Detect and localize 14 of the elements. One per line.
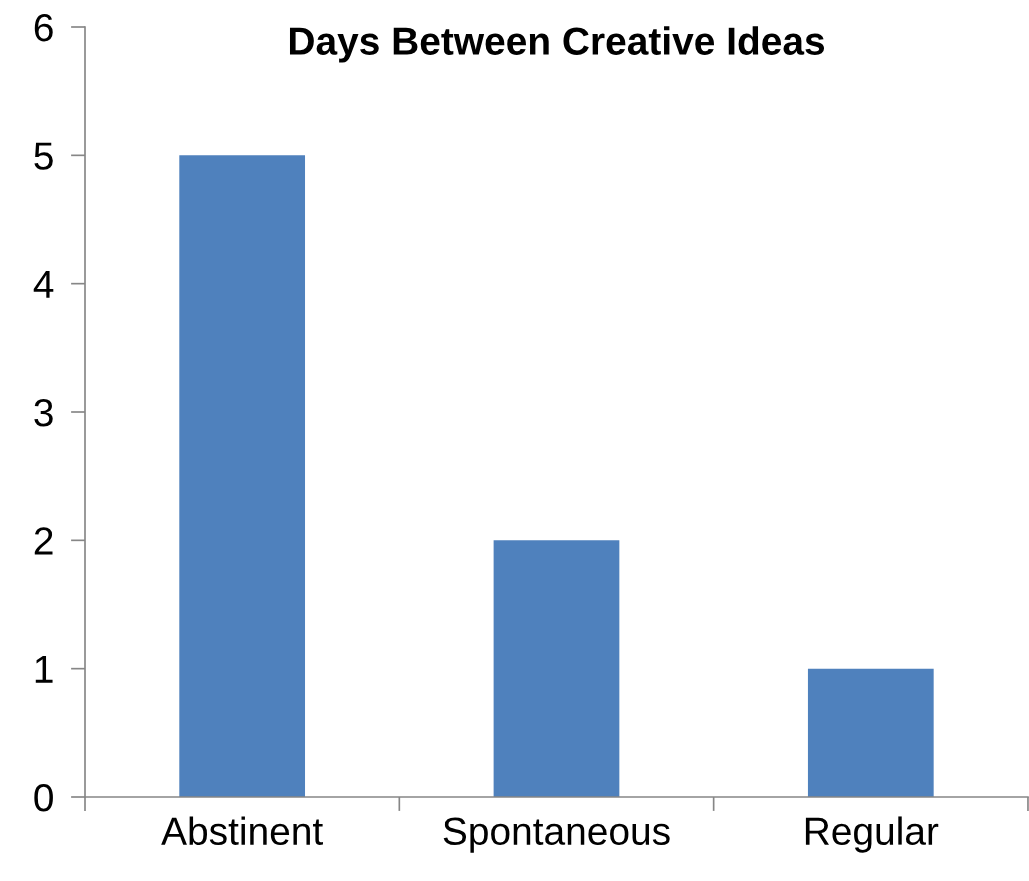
y-tick-label: 1 (35, 656, 53, 683)
x-tick-label: Abstinent (161, 816, 323, 846)
y-tick-label: 3 (34, 398, 53, 427)
bar (493, 540, 620, 797)
x-tick-label: Spontaneous (443, 817, 670, 853)
x-tick-label: Regular (805, 816, 939, 853)
chart-title: Days Between Creative Ideas (289, 26, 825, 63)
y-tick-label: 6 (34, 13, 53, 42)
y-tick-label: 2 (34, 527, 53, 555)
y-tick-label: 5 (34, 142, 53, 170)
bar (179, 155, 306, 797)
y-tick-label: 4 (33, 271, 54, 298)
bar (807, 668, 934, 797)
y-tick-label: 0 (34, 783, 53, 812)
